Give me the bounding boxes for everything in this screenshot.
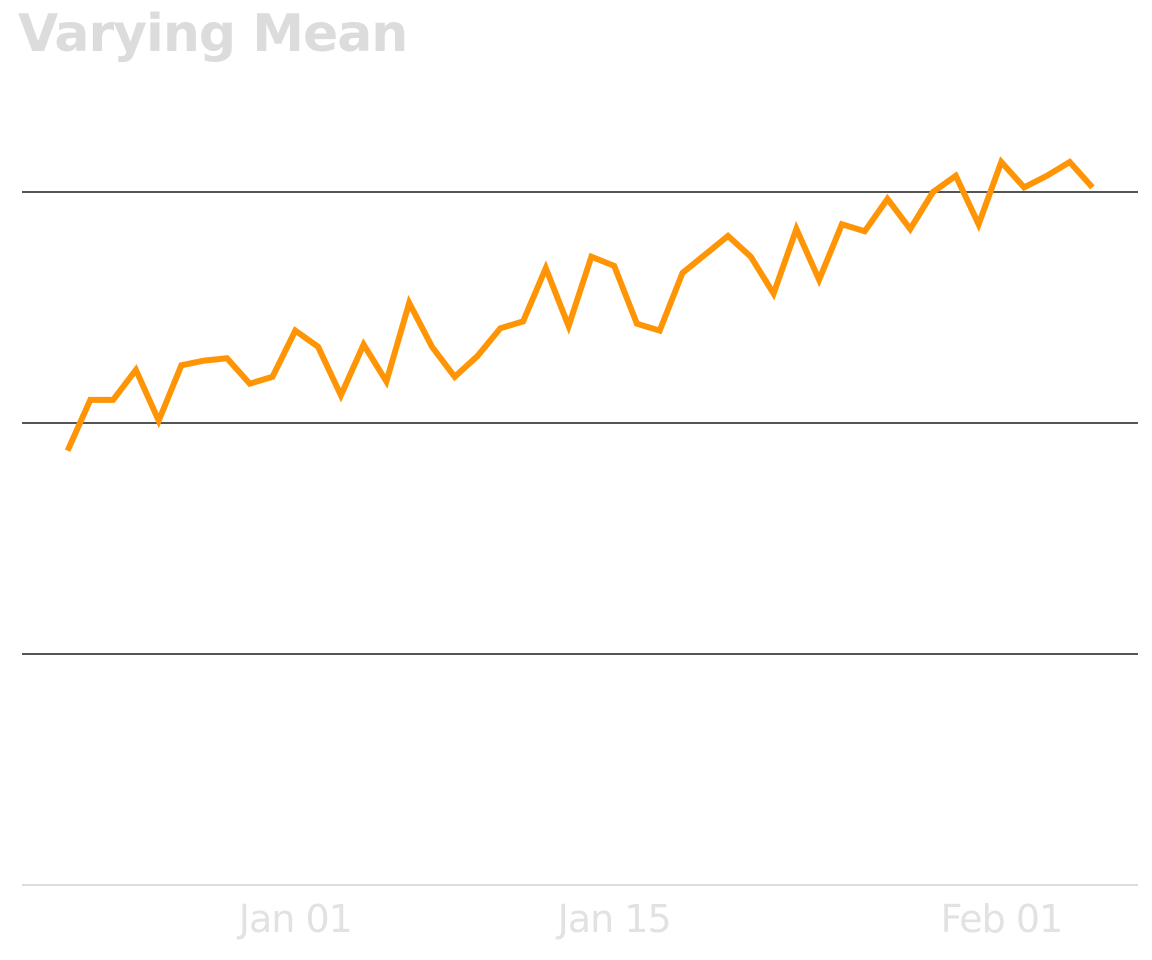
chart-title: Varying Mean [18, 4, 408, 64]
x-tick-label: Jan 15 [556, 897, 671, 941]
series-line-1 [64, 156, 1095, 452]
x-tick-label: Jan 01 [237, 897, 352, 941]
x-tick-label: Feb 01 [940, 897, 1062, 941]
